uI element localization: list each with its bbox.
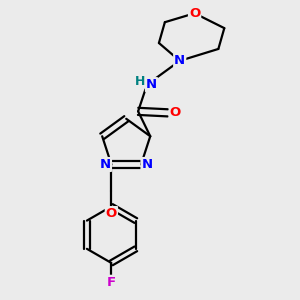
Text: O: O: [169, 106, 181, 119]
Text: F: F: [107, 276, 116, 289]
Text: N: N: [100, 158, 111, 171]
Text: N: N: [146, 78, 157, 91]
Text: O: O: [106, 207, 117, 220]
Text: O: O: [189, 7, 200, 20]
Text: N: N: [142, 158, 153, 171]
Text: H: H: [134, 74, 145, 88]
Text: N: N: [174, 54, 185, 67]
